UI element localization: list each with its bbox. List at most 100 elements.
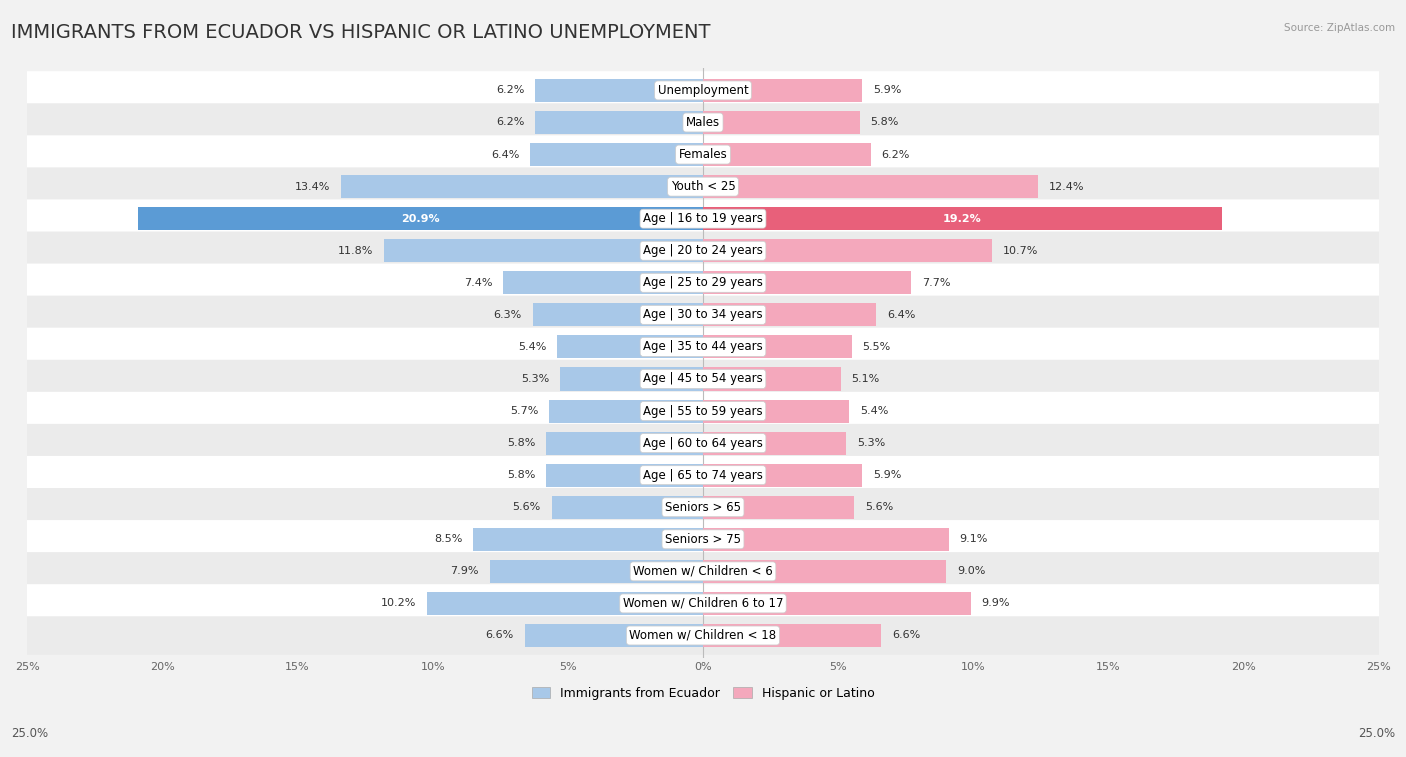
- Text: Age | 20 to 24 years: Age | 20 to 24 years: [643, 245, 763, 257]
- Text: Age | 30 to 34 years: Age | 30 to 34 years: [643, 308, 763, 322]
- FancyBboxPatch shape: [0, 232, 1406, 270]
- Text: 5.6%: 5.6%: [513, 502, 541, 512]
- Text: 6.4%: 6.4%: [491, 150, 519, 160]
- Text: Seniors > 75: Seniors > 75: [665, 533, 741, 546]
- FancyBboxPatch shape: [0, 328, 1406, 366]
- Text: 6.6%: 6.6%: [485, 631, 513, 640]
- Text: Youth < 25: Youth < 25: [671, 180, 735, 193]
- Text: 6.2%: 6.2%: [496, 86, 524, 95]
- Text: 5.9%: 5.9%: [873, 470, 901, 480]
- Text: Age | 35 to 44 years: Age | 35 to 44 years: [643, 341, 763, 354]
- Bar: [551, 496, 703, 519]
- Text: 8.5%: 8.5%: [434, 534, 463, 544]
- Bar: [536, 79, 703, 102]
- Bar: [557, 335, 703, 359]
- Text: 5.4%: 5.4%: [517, 342, 547, 352]
- FancyBboxPatch shape: [0, 199, 1406, 238]
- Bar: [703, 624, 882, 647]
- Text: 7.4%: 7.4%: [464, 278, 492, 288]
- Text: 5.7%: 5.7%: [510, 406, 538, 416]
- Bar: [703, 496, 855, 519]
- Bar: [138, 207, 703, 230]
- Bar: [474, 528, 703, 551]
- FancyBboxPatch shape: [0, 616, 1406, 655]
- Bar: [703, 463, 862, 487]
- Text: 5.3%: 5.3%: [520, 374, 548, 384]
- Text: 9.0%: 9.0%: [957, 566, 986, 576]
- Bar: [489, 560, 703, 583]
- Text: Seniors > 65: Seniors > 65: [665, 500, 741, 514]
- Bar: [703, 592, 970, 615]
- Text: Females: Females: [679, 148, 727, 161]
- Bar: [547, 431, 703, 455]
- Bar: [703, 400, 849, 422]
- Bar: [703, 304, 876, 326]
- FancyBboxPatch shape: [0, 136, 1406, 174]
- Text: Males: Males: [686, 116, 720, 129]
- Text: 19.2%: 19.2%: [943, 213, 981, 223]
- Text: 5.9%: 5.9%: [873, 86, 901, 95]
- Bar: [703, 271, 911, 294]
- Bar: [384, 239, 703, 262]
- Text: 6.4%: 6.4%: [887, 310, 915, 320]
- Bar: [703, 335, 852, 359]
- Text: 5.8%: 5.8%: [508, 470, 536, 480]
- Text: 13.4%: 13.4%: [295, 182, 330, 192]
- Text: 5.5%: 5.5%: [862, 342, 890, 352]
- FancyBboxPatch shape: [0, 424, 1406, 463]
- Text: 10.7%: 10.7%: [1002, 246, 1039, 256]
- Text: 6.3%: 6.3%: [494, 310, 522, 320]
- FancyBboxPatch shape: [0, 584, 1406, 623]
- Bar: [703, 560, 946, 583]
- FancyBboxPatch shape: [0, 360, 1406, 398]
- Text: 7.7%: 7.7%: [922, 278, 950, 288]
- Bar: [560, 367, 703, 391]
- Bar: [703, 431, 846, 455]
- FancyBboxPatch shape: [0, 488, 1406, 526]
- Bar: [703, 207, 1222, 230]
- Bar: [530, 143, 703, 166]
- FancyBboxPatch shape: [0, 520, 1406, 559]
- Bar: [703, 79, 862, 102]
- Text: 20.9%: 20.9%: [401, 213, 440, 223]
- Bar: [547, 463, 703, 487]
- Bar: [427, 592, 703, 615]
- Text: 6.2%: 6.2%: [496, 117, 524, 127]
- Text: 25.0%: 25.0%: [1358, 727, 1395, 740]
- Text: Women w/ Children < 18: Women w/ Children < 18: [630, 629, 776, 642]
- Bar: [536, 111, 703, 134]
- Text: Unemployment: Unemployment: [658, 84, 748, 97]
- Text: 5.8%: 5.8%: [870, 117, 898, 127]
- Bar: [703, 528, 949, 551]
- FancyBboxPatch shape: [0, 103, 1406, 142]
- FancyBboxPatch shape: [0, 263, 1406, 302]
- FancyBboxPatch shape: [0, 71, 1406, 110]
- Bar: [524, 624, 703, 647]
- Bar: [548, 400, 703, 422]
- Text: 6.2%: 6.2%: [882, 150, 910, 160]
- FancyBboxPatch shape: [0, 552, 1406, 590]
- Bar: [703, 367, 841, 391]
- Text: 25.0%: 25.0%: [11, 727, 48, 740]
- Text: Age | 16 to 19 years: Age | 16 to 19 years: [643, 212, 763, 225]
- Text: IMMIGRANTS FROM ECUADOR VS HISPANIC OR LATINO UNEMPLOYMENT: IMMIGRANTS FROM ECUADOR VS HISPANIC OR L…: [11, 23, 711, 42]
- Bar: [703, 239, 993, 262]
- Text: 12.4%: 12.4%: [1049, 182, 1084, 192]
- Text: Age | 45 to 54 years: Age | 45 to 54 years: [643, 372, 763, 385]
- Text: Age | 60 to 64 years: Age | 60 to 64 years: [643, 437, 763, 450]
- Text: 5.4%: 5.4%: [859, 406, 889, 416]
- Bar: [533, 304, 703, 326]
- Text: 5.3%: 5.3%: [858, 438, 886, 448]
- Text: Women w/ Children 6 to 17: Women w/ Children 6 to 17: [623, 597, 783, 610]
- FancyBboxPatch shape: [0, 392, 1406, 430]
- FancyBboxPatch shape: [0, 296, 1406, 334]
- Bar: [340, 175, 703, 198]
- Text: 9.9%: 9.9%: [981, 599, 1010, 609]
- Text: 9.1%: 9.1%: [960, 534, 988, 544]
- Text: Age | 55 to 59 years: Age | 55 to 59 years: [643, 404, 763, 418]
- Text: 10.2%: 10.2%: [381, 599, 416, 609]
- Text: Age | 65 to 74 years: Age | 65 to 74 years: [643, 469, 763, 481]
- Text: 11.8%: 11.8%: [337, 246, 374, 256]
- Text: 5.6%: 5.6%: [865, 502, 893, 512]
- FancyBboxPatch shape: [0, 167, 1406, 206]
